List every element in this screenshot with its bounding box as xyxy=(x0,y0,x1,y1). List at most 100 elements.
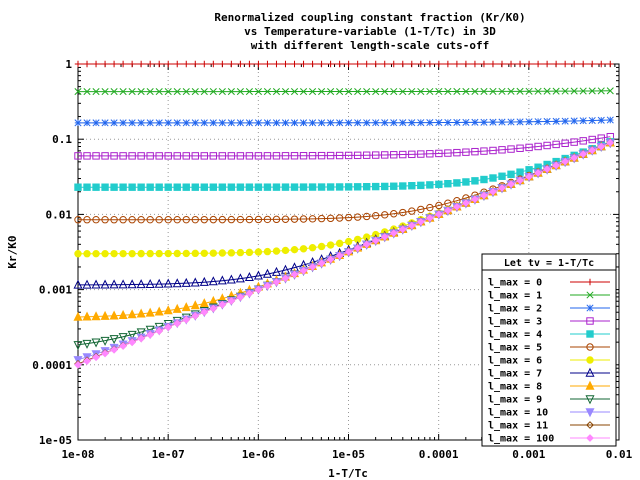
data-point xyxy=(101,216,109,224)
data-point xyxy=(471,177,479,185)
data-point xyxy=(136,279,146,289)
data-point xyxy=(173,319,182,328)
data-point xyxy=(408,87,416,96)
data-point xyxy=(91,279,101,289)
data-point xyxy=(182,215,190,224)
data-point xyxy=(399,119,407,127)
data-point xyxy=(362,212,371,221)
data-point xyxy=(83,357,91,365)
data-point xyxy=(73,341,83,351)
data-point xyxy=(444,149,452,157)
data-point xyxy=(588,116,596,125)
data-point xyxy=(282,60,289,68)
data-point xyxy=(586,291,594,299)
data-point xyxy=(344,237,353,246)
data-point xyxy=(586,317,594,325)
series-line xyxy=(78,136,611,157)
data-point xyxy=(137,88,145,96)
y-tick-label: 0.001 xyxy=(39,284,72,297)
data-point xyxy=(471,60,479,68)
data-point xyxy=(336,60,343,68)
data-point xyxy=(480,87,488,95)
data-point xyxy=(74,360,82,369)
data-point xyxy=(263,119,272,127)
legend-label: l_max = 3 xyxy=(488,317,542,328)
data-point xyxy=(209,119,217,127)
data-point xyxy=(344,151,353,160)
data-point xyxy=(317,242,326,251)
series-line xyxy=(78,90,611,93)
data-point xyxy=(353,151,362,160)
data-point xyxy=(100,279,110,289)
data-point xyxy=(173,88,181,96)
data-point xyxy=(408,207,416,215)
data-point xyxy=(390,210,398,218)
data-point xyxy=(181,277,191,287)
data-point xyxy=(570,117,578,125)
data-point xyxy=(201,60,208,68)
data-point xyxy=(245,248,254,257)
data-point xyxy=(164,88,172,96)
data-point xyxy=(525,118,533,126)
y-tick-label: 0.0001 xyxy=(32,359,72,372)
data-point xyxy=(145,325,155,335)
series xyxy=(74,116,614,127)
data-point xyxy=(552,140,560,149)
legend-title: Let tv = 1-T/Tc xyxy=(504,258,594,269)
data-point xyxy=(236,215,245,224)
data-point xyxy=(444,179,452,188)
data-point xyxy=(489,146,497,155)
data-point xyxy=(164,249,172,258)
data-point xyxy=(136,308,146,318)
data-point xyxy=(227,88,235,96)
data-point xyxy=(480,191,488,200)
data-point xyxy=(281,274,290,283)
data-point xyxy=(318,60,325,68)
data-point xyxy=(128,183,136,191)
data-point xyxy=(308,244,317,252)
data-point xyxy=(128,152,136,160)
data-point xyxy=(489,60,497,68)
data-point xyxy=(363,87,371,96)
data-point xyxy=(290,215,299,223)
data-point xyxy=(579,137,587,145)
data-point xyxy=(525,172,533,181)
data-point xyxy=(489,174,497,182)
data-point xyxy=(200,308,209,317)
y-tick-label: 1 xyxy=(65,58,72,71)
data-point xyxy=(235,273,245,283)
data-point xyxy=(100,310,110,320)
data-point xyxy=(309,60,316,68)
data-point xyxy=(91,338,101,348)
legend-label: l_max = 11 xyxy=(488,421,548,432)
data-point xyxy=(290,245,299,254)
data-point xyxy=(191,183,199,191)
data-point xyxy=(399,60,406,68)
chart-title-line-3: with different length-scale cuts-off xyxy=(251,39,489,52)
data-point xyxy=(209,183,218,191)
data-point xyxy=(146,215,154,224)
data-point xyxy=(119,152,127,160)
data-point xyxy=(119,119,127,127)
legend-label: l_max = 10 xyxy=(488,408,548,419)
data-point xyxy=(146,60,154,68)
data-point xyxy=(534,169,542,177)
data-point xyxy=(73,279,83,289)
data-point xyxy=(200,88,208,96)
data-point xyxy=(462,118,470,126)
data-point xyxy=(228,60,235,68)
data-point xyxy=(109,335,119,345)
data-point xyxy=(389,229,398,238)
data-point xyxy=(326,255,335,264)
data-point xyxy=(146,330,155,339)
data-point xyxy=(119,249,127,258)
y-tick-label: 0.01 xyxy=(46,208,73,221)
data-point xyxy=(372,60,379,68)
data-point xyxy=(597,142,606,151)
data-point xyxy=(462,60,470,68)
data-point xyxy=(561,117,569,125)
data-point xyxy=(191,249,199,258)
data-point xyxy=(607,60,614,68)
data-point xyxy=(254,152,263,160)
